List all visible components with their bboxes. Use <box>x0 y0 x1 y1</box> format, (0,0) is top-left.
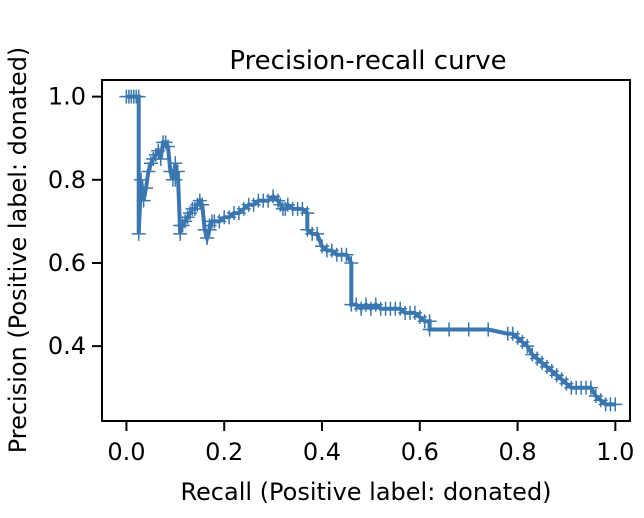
data-point-marker <box>200 231 215 245</box>
y-axis: 0.4 0.6 0.8 1.0 <box>48 83 102 360</box>
plot-area <box>119 89 623 412</box>
data-point-marker <box>168 172 183 187</box>
data-point-marker <box>134 172 149 187</box>
data-point-marker <box>461 322 476 337</box>
y-axis-label: Precision (Positive label: donated) <box>4 47 32 454</box>
data-point-marker <box>153 152 168 166</box>
data-point-marker <box>195 197 210 212</box>
data-point-marker <box>131 89 146 104</box>
data-point-marker <box>151 143 166 158</box>
x-tick-label: 0.6 <box>401 438 439 466</box>
y-tick-label: 0.8 <box>48 166 86 194</box>
y-tick-label: 1.0 <box>48 83 86 111</box>
data-point-marker <box>608 397 623 412</box>
data-point-marker <box>161 139 175 154</box>
data-point-marker <box>344 256 359 270</box>
data-point-marker <box>520 339 535 354</box>
data-point-marker <box>139 181 153 196</box>
data-point-marker <box>339 247 354 262</box>
data-point-marker <box>422 322 437 337</box>
data-point-marker <box>131 226 146 241</box>
x-tick-label: 0.2 <box>205 438 243 466</box>
data-point-marker <box>170 164 185 179</box>
data-point-marker <box>141 164 156 179</box>
data-point-marker <box>136 193 151 208</box>
chart-title: Precision-recall curve <box>229 46 506 76</box>
y-tick-label: 0.6 <box>48 249 86 277</box>
data-point-marker <box>310 226 325 241</box>
data-point-marker <box>168 156 183 171</box>
data-point-marker <box>481 322 496 337</box>
x-tick-label: 0.8 <box>498 438 536 466</box>
x-tick-label: 0.0 <box>107 438 145 466</box>
x-axis: 0.0 0.2 0.4 0.6 0.8 1.0 <box>107 421 634 466</box>
x-tick-label: 0.4 <box>303 438 341 466</box>
data-point-marker <box>583 380 598 395</box>
x-tick-label: 1.0 <box>596 438 634 466</box>
data-point-marker <box>300 206 315 221</box>
plot-frame <box>101 79 631 422</box>
data-point-marker <box>442 322 457 337</box>
y-tick-label: 0.4 <box>48 332 86 360</box>
x-axis-label: Recall (Positive label: donated) <box>180 478 551 506</box>
